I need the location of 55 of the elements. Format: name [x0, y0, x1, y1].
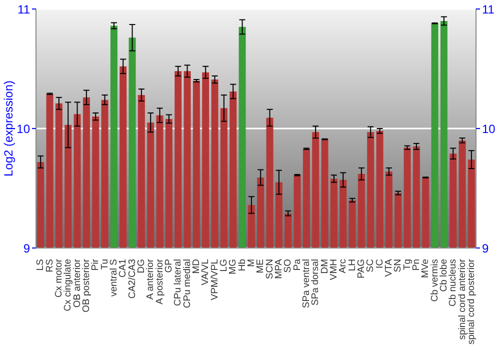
x-tick-label: SPa dorsal — [310, 259, 322, 306]
x-tick-label: Pn — [410, 259, 422, 271]
x-tick-label: Cx cingulate — [62, 259, 74, 312]
x-tick-label: CPu lateral — [172, 259, 184, 306]
x-tick-label: VMH — [328, 258, 340, 280]
x-tick-label: spinal cord anterior — [456, 259, 468, 340]
x-tick-label: DM — [319, 258, 330, 274]
x-tick-label: CA2/CA3 — [126, 259, 138, 299]
y2-tick-label: 10 — [482, 122, 496, 136]
x-tick-label: PAG — [356, 259, 367, 278]
y2-tick-label: 9 — [482, 241, 489, 256]
x-tick-label: LH — [346, 258, 358, 272]
x-tick-label: VPM/VPL — [209, 259, 220, 300]
x-tick-label: MPA — [273, 258, 284, 279]
x-tick-label: Arc — [338, 258, 349, 274]
x-tick-label: A posterior — [154, 259, 166, 304]
x-tick-label: DG — [136, 259, 147, 274]
y-tick-label: 11 — [18, 2, 30, 16]
x-tick-label: SC — [365, 258, 376, 272]
x-tick-label: Cb nucleus — [448, 258, 459, 307]
x-tick-label: OB posterior — [80, 259, 92, 312]
y-tick-label: 10 — [16, 122, 30, 136]
x-tick-label: Tg — [402, 259, 413, 270]
x-tick-label: Hb — [236, 259, 248, 272]
x-tick-label: Tu — [99, 259, 110, 270]
x-tick-label: CA1 — [118, 259, 129, 278]
x-tick-label: LG — [218, 259, 230, 272]
x-tick-label: GP — [163, 259, 174, 273]
x-tick-label: CPu medial — [182, 259, 193, 308]
x-tick-label: SPa ventral — [300, 259, 312, 308]
x-tick-label: SCN — [264, 258, 276, 280]
x-tick-label: ME — [255, 259, 266, 274]
x-tick-label: VTA — [383, 258, 394, 277]
x-tick-label: Cb lobe — [438, 259, 450, 292]
x-tick-label: VA/VL — [200, 259, 212, 286]
x-tick-label: ventral S — [108, 259, 120, 296]
x-tick-label: spinal cord posterior — [466, 259, 477, 345]
x-tick-label: A anterior — [145, 259, 156, 300]
x-tick-label: MG — [228, 259, 239, 274]
x-tick-label: Cb vermis — [429, 258, 440, 302]
x-tick-label: SN — [392, 258, 404, 272]
x-tick-label: IC — [374, 258, 386, 268]
x-tick-label: Cx motor — [53, 259, 64, 298]
x-tick-label: Pa — [292, 258, 303, 271]
x-tick-label: LS — [35, 259, 46, 271]
y-tick-label: 9 — [23, 241, 30, 256]
x-tick-label: SO — [282, 259, 294, 273]
x-tick-label: MD — [190, 258, 202, 274]
x-tick-label: M — [246, 258, 257, 267]
x-tick-label: MVe — [420, 259, 432, 278]
x-tick-label: OB anterior — [72, 259, 83, 308]
x-tick-label: RS — [44, 259, 56, 272]
y-axis-title: Log2 (expression) — [1, 80, 16, 177]
y2-tick-label: 11 — [482, 2, 495, 16]
x-tick-label: Pir — [90, 259, 102, 271]
